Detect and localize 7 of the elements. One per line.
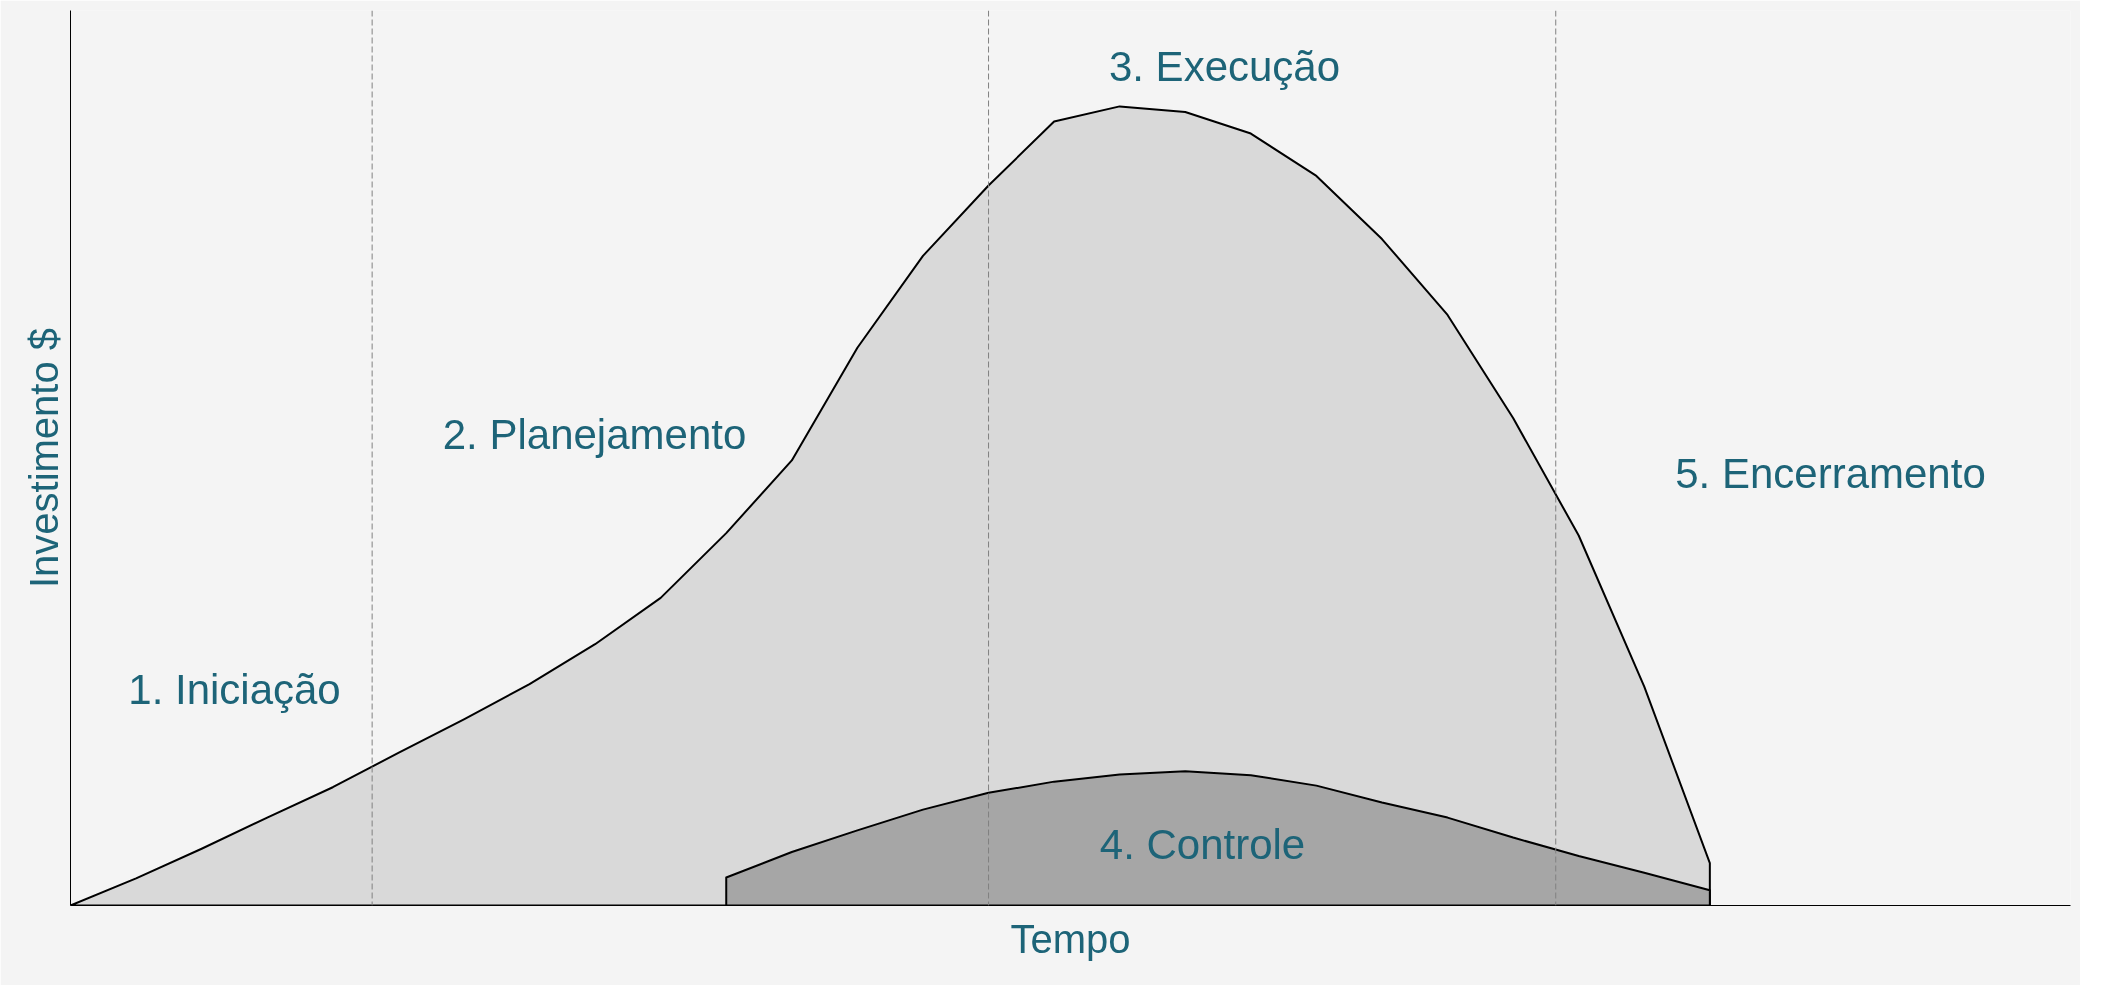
annotation: 1. Iniciação [128,666,341,714]
annotation: 2. Planejamento [442,410,747,458]
annotation: 4. Controle [1099,821,1306,869]
text: 3. Execução [1108,42,1341,90]
x-axis-title: Tempo [1010,916,1131,961]
annotation: 5. Encerramento [1675,450,1986,498]
y-axis-title: Investimento $ [21,327,66,589]
